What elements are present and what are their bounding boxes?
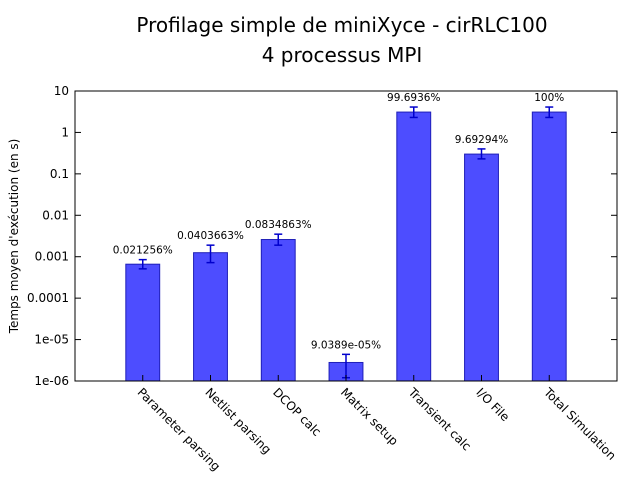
chart-subtitle: 4 processus MPI: [262, 43, 423, 67]
y-tick-label: 1e-05: [34, 333, 69, 347]
error-bars-group: [138, 106, 554, 379]
y-tick-label: 0.001: [35, 250, 69, 264]
data-label: 0.0403663%: [177, 230, 244, 242]
bar: [193, 252, 228, 382]
data-label: 0.021256%: [113, 245, 173, 257]
bar: [531, 111, 567, 382]
x-tick-label: I/O File: [473, 385, 512, 424]
y-tick-label: 10: [54, 84, 69, 98]
chart-title: Profilage simple de miniXyce - cirRLC100: [136, 13, 547, 37]
x-tick-label: Netlist parsing: [202, 385, 274, 457]
plot-frame: [74, 90, 618, 382]
data-label: 0.0834863%: [245, 219, 312, 231]
bar: [464, 153, 499, 382]
data-label: 100%: [534, 92, 564, 104]
x-tick-label: Matrix setup: [338, 385, 401, 448]
y-ticks-group: 1e-06 1e-05 0.0001 0.001 0.01 0.1 1 10: [27, 84, 617, 388]
x-tick-label: Transient calc: [405, 385, 474, 454]
x-tick-label: DCOP calc: [270, 385, 324, 439]
y-axis-label: Temps moyen d'exécution (en s): [7, 139, 21, 335]
bar: [396, 111, 432, 382]
y-tick-label: 0.01: [42, 208, 69, 222]
y-tick-label: 0.0001: [27, 291, 69, 305]
data-labels-group: 0.021256% 0.0403663%0.0834863% 9.0389e-05%…: [113, 92, 565, 351]
data-label: 9.0389e-05%: [311, 339, 381, 351]
data-label: 99.6936%: [387, 92, 440, 104]
y-tick-label: 1e-06: [34, 374, 69, 388]
data-label: 9.69294%: [455, 134, 508, 146]
bar: [125, 263, 161, 382]
y-tick-label: 1: [61, 125, 69, 139]
y-tick-label: 0.1: [50, 167, 69, 181]
bar: [260, 239, 296, 382]
x-tick-label: Total Simulation: [540, 385, 618, 463]
